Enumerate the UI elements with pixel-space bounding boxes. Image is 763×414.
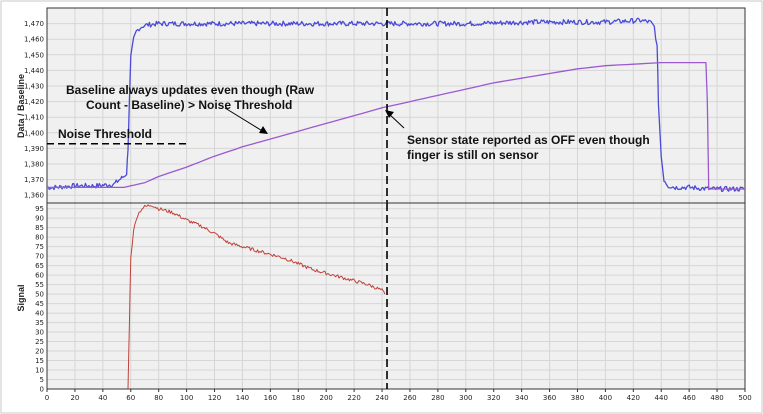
y-tick-label: 1,370 [24, 176, 44, 184]
series-line-raw-count [46, 17, 746, 193]
x-tick-label: 0 [45, 394, 49, 402]
plot-frame [46, 202, 746, 390]
x-tick-label: 260 [403, 394, 416, 402]
x-tick-label: 380 [571, 394, 584, 402]
x-tick-label: 180 [292, 394, 305, 402]
x-tick-label: 100 [180, 394, 193, 402]
x-tick-label: 220 [347, 394, 360, 402]
y-tick-label: 20 [35, 348, 44, 356]
y-axis-title: Data / Baseline [16, 74, 26, 138]
y-tick-label: 75 [35, 243, 44, 251]
y-tick-label: 1,460 [24, 36, 44, 44]
y-tick-label: 80 [35, 234, 44, 242]
y-tick-label: 1,450 [24, 51, 44, 59]
x-tick-label: 240 [375, 394, 388, 402]
x-tick-label: 120 [208, 394, 221, 402]
baseline-arrow [224, 107, 265, 133]
y-tick-label: 95 [35, 205, 44, 213]
y-tick-label: 70 [35, 253, 44, 261]
y-tick-label: 45 [35, 300, 44, 308]
y-tick-label: 1,470 [24, 20, 44, 28]
bottom-panel: 05101520253035404550556065707580859095Si… [16, 202, 752, 402]
x-tick-label: 40 [98, 394, 107, 402]
y-tick-label: 35 [35, 319, 44, 327]
x-tick-label: 460 [682, 394, 695, 402]
baseline-arrow-head [259, 126, 268, 134]
x-tick-label: 500 [738, 394, 751, 402]
annotation-sensor-line1: Sensor state reported as OFF even though [407, 133, 650, 147]
x-tick-label: 320 [487, 394, 500, 402]
y-tick-label: 50 [35, 291, 44, 299]
top-panel: 1,360 1,370 1,380 1,390 1,400 1,410 1,420 1,430… [16, 7, 746, 204]
x-tick-label: 360 [543, 394, 556, 402]
annotation-sensor-line2: finger is still on sensor [407, 148, 539, 162]
x-tick-label: 400 [599, 394, 612, 402]
y-tick-label: 25 [35, 338, 44, 346]
y-tick-label: 1,360 [24, 192, 44, 200]
x-tick-label: 300 [459, 394, 472, 402]
y-tick-label: 1,380 [24, 161, 44, 169]
plot-area [47, 203, 745, 389]
y-axis-title: Signal [16, 284, 26, 311]
y-tick-label: 90 [35, 215, 44, 223]
x-tick-label: 200 [320, 394, 333, 402]
plot-area [47, 8, 745, 203]
y-tick-label: 65 [35, 262, 44, 270]
y-tick-label: 5 [40, 376, 44, 384]
x-tick-label: 280 [431, 394, 444, 402]
series-line-signal [127, 204, 386, 389]
y-tick-label: 30 [35, 329, 44, 337]
annotations: Noise Threshold Baseline always updates … [58, 83, 650, 162]
x-tick-label: 20 [70, 394, 79, 402]
y-tick-label: 60 [35, 272, 44, 280]
y-tick-label: 1,430 [24, 83, 44, 91]
y-tick-label: 85 [35, 224, 44, 232]
y-tick-label: 0 [40, 386, 44, 394]
sensor-arrow-head [385, 110, 394, 118]
annotation-baseline-line2: Count - Baseline) > Noise Threshold [86, 98, 292, 112]
x-tick-label: 140 [236, 394, 249, 402]
y-tick-label: 1,410 [24, 114, 44, 122]
x-tick-label: 480 [710, 394, 723, 402]
x-tick-label: 440 [655, 394, 668, 402]
y-tick-label: 15 [35, 357, 44, 365]
y-tick-label: 55 [35, 281, 44, 289]
x-tick-label: 60 [126, 394, 135, 402]
x-tick-label: 340 [515, 394, 528, 402]
series-line-baseline [47, 61, 745, 190]
annotation-baseline-line1: Baseline always updates even though (Raw [66, 83, 315, 97]
y-tick-label: 1,400 [24, 129, 44, 137]
x-tick-label: 80 [154, 394, 163, 402]
annotation-noise-threshold: Noise Threshold [58, 127, 152, 141]
x-tick-label: 160 [264, 394, 277, 402]
y-tick-label: 40 [35, 310, 44, 318]
y-tick-label: 10 [35, 367, 44, 375]
x-tick-label: 420 [627, 394, 640, 402]
y-tick-label: 1,390 [24, 145, 44, 153]
y-tick-label: 1,440 [24, 67, 44, 75]
y-tick-label: 1,420 [24, 98, 44, 106]
